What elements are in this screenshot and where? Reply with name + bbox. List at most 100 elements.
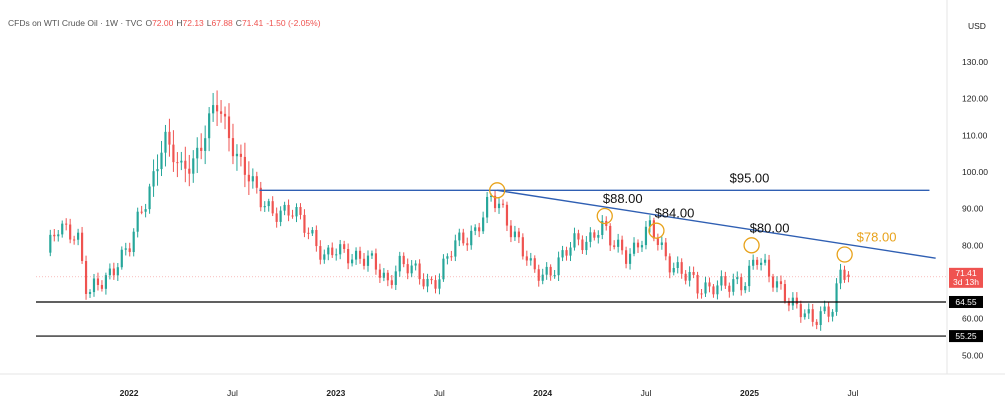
candle-body (454, 240, 457, 257)
x-tick-label: Jul (434, 388, 445, 398)
touch-point-circle (489, 182, 506, 199)
candle-body (740, 277, 743, 291)
candle-body (414, 263, 417, 266)
x-tick-label: Jul (227, 388, 238, 398)
candle-body (96, 278, 100, 285)
candle-body (736, 277, 739, 280)
y-tick-label: 120.00 (962, 94, 988, 104)
candle-body (156, 169, 159, 172)
candle-body (104, 275, 107, 289)
candle-body (692, 271, 695, 275)
touch-point-label: $80.00 (750, 220, 790, 235)
candle-body (827, 306, 830, 317)
candle-body (438, 279, 441, 289)
candle-body (640, 245, 644, 248)
candle-body (760, 262, 763, 265)
y-tick-label: 130.00 (962, 57, 988, 67)
candle-body (124, 248, 127, 250)
high-label: H (176, 18, 182, 28)
candle-body (402, 255, 405, 265)
y-tick-label: 80.00 (962, 240, 984, 250)
candle-body (208, 113, 211, 139)
candle-body (831, 311, 834, 317)
chart-header: CFDs on WTI Crude Oil · 1W · TVC O72.00 H7… (8, 18, 321, 28)
candle-body (708, 282, 711, 287)
resistance-label: $95.00 (730, 170, 770, 185)
high-value: 72.13 (183, 18, 205, 28)
candle-body (136, 211, 139, 232)
candle-body (172, 144, 175, 163)
candle-body (239, 153, 243, 157)
candle-body (668, 256, 671, 273)
candle-body (212, 105, 215, 114)
candle-body (160, 152, 163, 170)
touch-point-circle (743, 237, 760, 254)
candle-body (410, 265, 413, 274)
candle-body (589, 232, 592, 242)
support-price-label: 64.55 (955, 297, 977, 307)
candle-body (632, 242, 636, 254)
candle-body (843, 269, 846, 280)
candle-body (478, 227, 481, 232)
candle-body (267, 201, 270, 207)
candle-body (215, 105, 219, 112)
candle-body (398, 255, 401, 272)
candle-body (303, 214, 306, 233)
candle-body (311, 229, 314, 234)
candle-body (593, 232, 596, 238)
candle-body (295, 207, 298, 217)
candle-body (636, 242, 640, 248)
candle-body (744, 286, 747, 291)
touch-point-label: $84.00 (655, 206, 695, 221)
candle-body (263, 206, 266, 208)
candle-body (422, 279, 425, 287)
candle-body (458, 232, 461, 241)
x-tick-label: 2025 (740, 388, 759, 398)
change-value: -1.50 (-2.05%) (266, 18, 320, 28)
candle-body (307, 232, 310, 234)
candle-body (418, 263, 421, 280)
candle-body (299, 207, 302, 215)
candle-body (65, 223, 68, 225)
close-label: C (236, 18, 242, 28)
candle-body (462, 232, 465, 244)
x-tick-label: 2024 (533, 388, 552, 398)
candle-body (676, 262, 679, 268)
candle-body (704, 282, 707, 294)
candle-body (347, 249, 350, 264)
candle-body (168, 131, 171, 145)
candle-body (680, 262, 683, 274)
candle-body (529, 258, 532, 261)
candle-body (486, 196, 489, 218)
candle-body (283, 204, 286, 211)
candle-body (247, 174, 250, 182)
candle-body (521, 237, 524, 257)
candle-body (73, 239, 76, 241)
touch-point-label: $78.00 (857, 230, 897, 245)
candle-body (152, 171, 155, 187)
candle-body (577, 233, 580, 240)
y-tick-label: 90.00 (962, 204, 984, 214)
candle-body (426, 278, 429, 287)
candle-body (799, 304, 802, 318)
candle-body (533, 258, 536, 270)
candle-body (783, 284, 787, 302)
candle-body (184, 160, 187, 169)
candle-body (192, 158, 195, 174)
candle-body (700, 293, 703, 295)
candle-body (613, 245, 616, 247)
current-price-box (949, 267, 983, 288)
candle-body (712, 286, 715, 295)
candle-body (430, 278, 433, 281)
candle-body (394, 271, 397, 285)
candle-body (116, 267, 119, 276)
candle-body (53, 234, 56, 237)
candle-body (227, 116, 231, 139)
candle-body (470, 230, 473, 246)
candle-body (374, 253, 378, 270)
candle-body (231, 138, 235, 157)
candle-body (61, 223, 64, 235)
candle-body (652, 220, 655, 239)
